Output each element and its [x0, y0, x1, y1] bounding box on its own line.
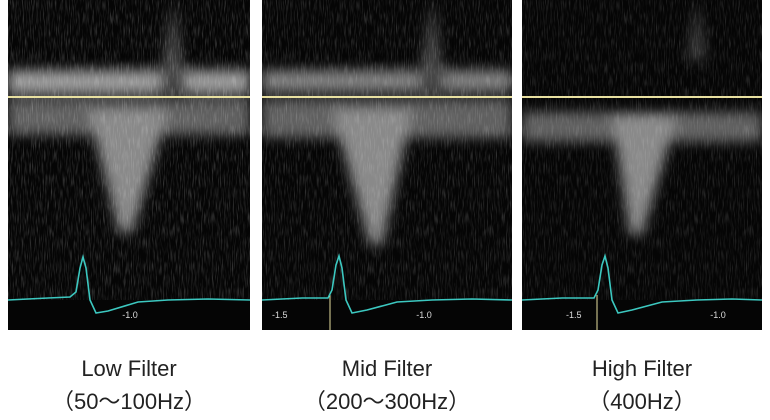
caption-range: （50〜100Hz）	[51, 389, 207, 414]
caption: Low Filter （50〜100Hz）	[8, 352, 250, 418]
scale-label: -1.5	[566, 310, 582, 320]
caption-title: High Filter	[591, 356, 693, 381]
scale-label: -1.0	[416, 310, 432, 320]
scale-label: -1.5	[272, 310, 288, 320]
caption: High Filter （400Hz）	[522, 352, 762, 418]
doppler-panel: -1.5 -1.0	[522, 0, 762, 330]
caption-range: （200〜300Hz）	[303, 389, 471, 414]
scale-label: -1.0	[710, 310, 726, 320]
doppler-panel: -1.0	[8, 0, 250, 330]
caption-range: （400Hz）	[588, 389, 696, 414]
caption-title: Mid Filter	[341, 356, 433, 381]
caption-title: Low Filter	[81, 356, 177, 381]
doppler-panel: -1.5 -1.0	[262, 0, 512, 330]
caption: Mid Filter （200〜300Hz）	[262, 352, 512, 418]
scale-label: -1.0	[122, 310, 138, 320]
